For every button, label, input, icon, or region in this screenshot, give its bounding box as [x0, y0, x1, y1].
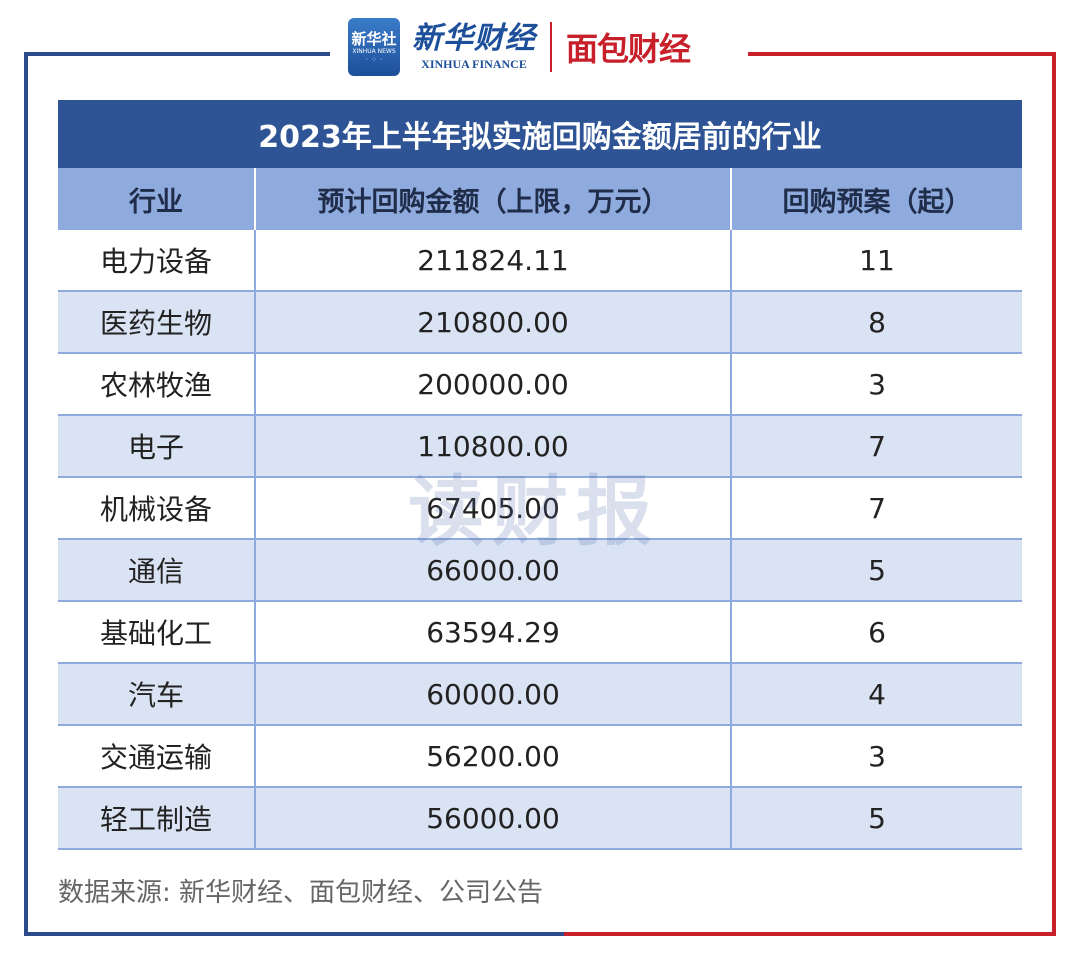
cell-amount: 67405.00 — [256, 478, 732, 538]
cell-industry: 机械设备 — [58, 478, 256, 538]
cell-industry: 基础化工 — [58, 602, 256, 662]
cell-plans: 5 — [868, 801, 886, 835]
cell-industry: 农林牧渔 — [58, 354, 256, 414]
frame-right-border — [1052, 52, 1056, 936]
cell-industry: 医药生物 — [58, 292, 256, 352]
cell-industry: 电力设备 — [58, 230, 256, 290]
cell-plans: 8 — [868, 305, 886, 339]
cell-amount: 66000.00 — [256, 540, 732, 600]
frame-top-right-border — [748, 52, 1056, 56]
table-row: 农林牧渔 200000.00 3 — [58, 354, 1022, 416]
table-title: 2023年上半年拟实施回购金额居前的行业 — [58, 100, 1022, 168]
frame-left-border — [24, 52, 28, 936]
xinhua-finance-cn: 新华财经 — [412, 21, 536, 56]
cell-amount: 56200.00 — [256, 726, 732, 786]
frame-bottom-right-border — [564, 932, 1056, 936]
table-row: 电子 110800.00 7 — [58, 416, 1022, 478]
cell-industry: 通信 — [58, 540, 256, 600]
cell-amount: 110800.00 — [256, 416, 732, 476]
table-row: 交通运输 56200.00 3 — [58, 726, 1022, 788]
cell-plans: 3 — [868, 367, 886, 401]
column-header-plans: 回购预案（起） — [782, 186, 972, 218]
cell-plans: 11 — [859, 243, 895, 277]
logo-area: 新华社 XINHUA NEWS · ⁘ · 新华财经 XINHUA FINANC… — [348, 14, 738, 80]
cell-plans: 7 — [868, 429, 886, 463]
table-row: 机械设备 67405.00 7 — [58, 478, 1022, 540]
cell-plans: 4 — [868, 677, 886, 711]
xinhua-finance-logo: 新华财经 XINHUA FINANCE — [412, 22, 536, 72]
column-header-amount: 预计回购金额（上限，万元） — [256, 168, 732, 230]
xinhua-badge-sub: XINHUA NEWS — [352, 47, 396, 55]
frame-top-left-border — [24, 52, 330, 56]
cell-plans: 5 — [868, 553, 886, 587]
cell-amount: 210800.00 — [256, 292, 732, 352]
table-row: 基础化工 63594.29 6 — [58, 602, 1022, 664]
cell-industry: 汽车 — [58, 664, 256, 724]
cell-plans: 6 — [868, 615, 886, 649]
table-header: 行业 预计回购金额（上限，万元） 回购预案（起） — [58, 168, 1022, 230]
logo-separator — [550, 22, 552, 72]
cell-plans: 3 — [868, 739, 886, 773]
xinhua-badge-text: 新华社 — [351, 29, 397, 48]
cell-amount: 56000.00 — [256, 788, 732, 848]
table-row: 医药生物 210800.00 8 — [58, 292, 1022, 354]
network-dots-icon: · ⁘ · — [365, 54, 383, 64]
cell-industry: 轻工制造 — [58, 788, 256, 848]
cell-amount: 60000.00 — [256, 664, 732, 724]
table-row: 轻工制造 56000.00 5 — [58, 788, 1022, 850]
data-source-note: 数据来源: 新华财经、面包财经、公司公告 — [58, 878, 544, 908]
cell-amount: 211824.11 — [256, 230, 732, 290]
table-body: 电力设备 211824.11 11 医药生物 210800.00 8 农林牧渔 200000.… — [58, 230, 1022, 850]
cell-amount: 200000.00 — [256, 354, 732, 414]
table-row: 通信 66000.00 5 — [58, 540, 1022, 602]
mianbao-finance-logo: 面包财经 — [566, 30, 691, 68]
cell-industry: 交通运输 — [58, 726, 256, 786]
cell-plans: 7 — [868, 491, 886, 525]
xinhua-finance-en: XINHUA FINANCE — [421, 57, 527, 71]
xinhua-news-logo: 新华社 XINHUA NEWS · ⁘ · — [348, 18, 400, 76]
frame-bottom-left-border — [24, 932, 564, 936]
cell-amount: 63594.29 — [256, 602, 732, 662]
table-row: 电力设备 211824.11 11 — [58, 230, 1022, 292]
table-row: 汽车 60000.00 4 — [58, 664, 1022, 726]
column-header-industry: 行业 — [58, 168, 256, 230]
cell-industry: 电子 — [58, 416, 256, 476]
